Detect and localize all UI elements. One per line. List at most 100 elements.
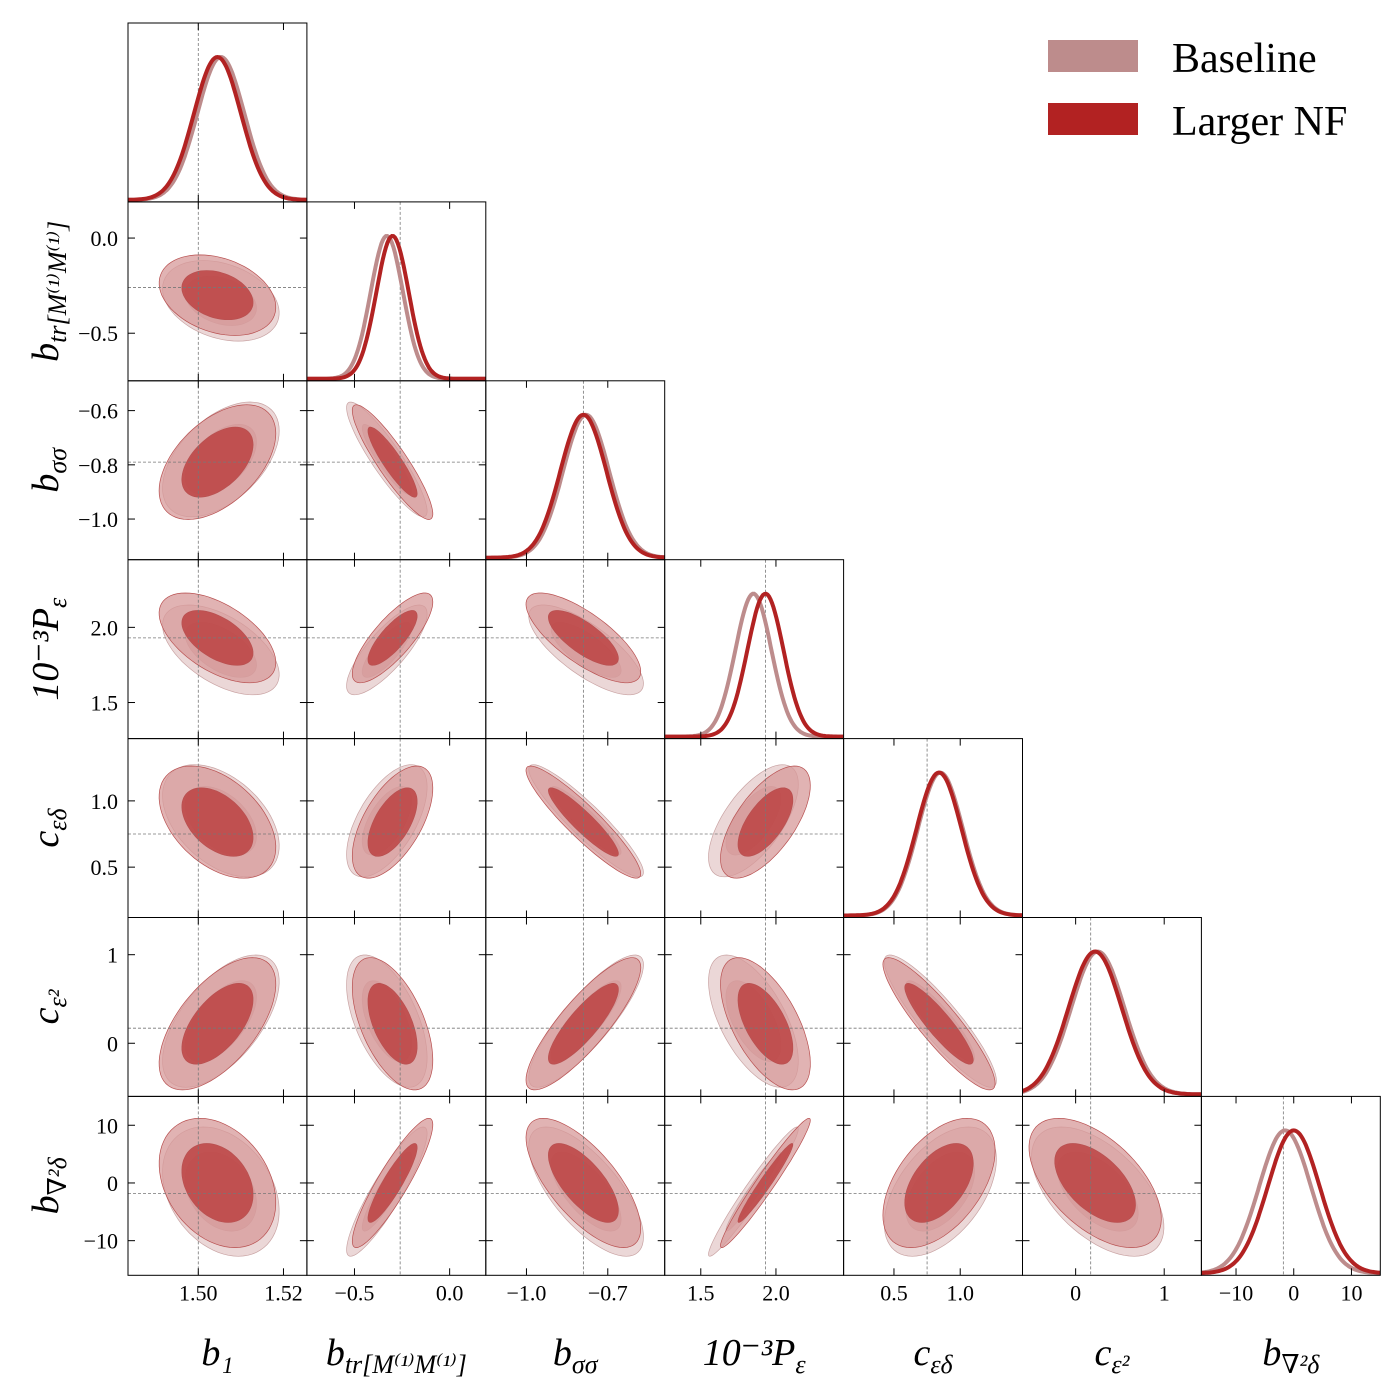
- contour-larger-nf-1sigma: [181, 983, 254, 1065]
- legend-swatch-baseline: [1048, 40, 1138, 72]
- contour-larger-nf-1sigma: [367, 983, 418, 1065]
- y-tick-label-bl2d: 10: [96, 1113, 118, 1138]
- x-tick-label-bss: −1.0: [506, 1280, 546, 1305]
- panel-ce2-vs-ce2: [1022, 917, 1202, 1097]
- marginal-larger-nf: [1022, 949, 1202, 1097]
- y-tick-label-ced: 0.5: [91, 855, 119, 880]
- x-axis-label-ce2: cε²: [1094, 1332, 1130, 1379]
- contour-larger-nf-1sigma: [904, 1143, 974, 1223]
- panel-peps-vs-btr: [306, 559, 487, 740]
- x-axis-label-peps: 10⁻³Pε: [703, 1332, 807, 1379]
- contour-larger-nf-1sigma: [181, 426, 254, 498]
- x-axis-label-b1: b₁: [201, 1332, 233, 1374]
- x-axis-label-ced: cεδ: [913, 1332, 953, 1379]
- contour-larger-nf-1sigma: [181, 270, 254, 321]
- marginal-larger-nf: [664, 591, 844, 739]
- panel-btr-vs-b1: 0.0 −0.5: [78, 201, 308, 382]
- x-tick-label-btr: 0.0: [436, 1280, 464, 1305]
- legend-swatch-larger-nf: [1048, 103, 1138, 135]
- panel-peps-vs-peps: [664, 559, 845, 740]
- panel-frame: [485, 380, 666, 561]
- y-tick-label-btr: −0.5: [78, 321, 118, 346]
- x-tick-label-b1: 1.50: [179, 1280, 218, 1305]
- x-tick-label-ce2: 0: [1070, 1280, 1081, 1305]
- panel-ced-vs-btr: [306, 738, 487, 918]
- panel-bl2d-vs-bl2d: −10 0 10: [1200, 1095, 1381, 1305]
- legend-label-larger-nf: Larger NF: [1172, 99, 1347, 145]
- x-tick-label-ce2: 1: [1159, 1280, 1170, 1305]
- panel-ce2-vs-btr: [306, 917, 487, 1097]
- contour-larger-nf-1sigma: [181, 1143, 254, 1223]
- x-tick-label-b1: 1.52: [264, 1280, 303, 1305]
- panel-frame: [843, 738, 1023, 918]
- panel-frame: [1200, 1095, 1381, 1276]
- y-axis-label-bl2d: b∇²δ: [25, 1156, 72, 1214]
- panel-ced-vs-bss: [485, 738, 666, 918]
- panel-bl2d-vs-b1: 1.50 1.52 −10 0 10: [84, 1095, 308, 1305]
- marginal-larger-nf: [843, 770, 1023, 918]
- x-tick-label-peps: 1.5: [687, 1280, 715, 1305]
- contour-larger-nf-1sigma: [904, 983, 974, 1065]
- panel-peps-vs-b1: 2.0 1.5: [91, 559, 308, 740]
- panel-bss-vs-bss: [485, 380, 666, 561]
- panel-bl2d-vs-ced: 0.5 1.0: [843, 1095, 1023, 1305]
- panel-ce2-vs-peps: [664, 917, 845, 1097]
- panel-bl2d-vs-btr: −0.5 0.0: [306, 1095, 487, 1305]
- x-axis-label-btr: btr[M⁽¹⁾M⁽¹⁾]: [326, 1332, 467, 1379]
- y-tick-label-bss: −1.0: [78, 507, 118, 532]
- y-tick-label-bl2d: 0: [107, 1171, 118, 1196]
- y-tick-label-ce2: 1: [107, 943, 118, 968]
- legend-label-baseline: Baseline: [1172, 36, 1317, 82]
- y-axis-label-ce2: cε²: [25, 988, 72, 1024]
- panel-btr-vs-btr: [306, 201, 487, 382]
- contour-larger-nf-1sigma: [1054, 1143, 1136, 1223]
- x-tick-label-ced: 1.0: [946, 1280, 974, 1305]
- contour-larger-nf-1sigma: [548, 787, 619, 857]
- x-tick-label-btr: −0.5: [335, 1280, 375, 1305]
- y-tick-label-bss: −0.6: [78, 399, 118, 424]
- panel-bss-vs-btr: [306, 380, 487, 561]
- y-tick-label-bss: −0.8: [78, 453, 118, 478]
- x-tick-label-bl2d: 0: [1288, 1280, 1299, 1305]
- x-tick-label-ced: 0.5: [880, 1280, 908, 1305]
- y-tick-label-ce2: 0: [107, 1031, 118, 1056]
- legend: Baseline Larger NF: [1048, 36, 1347, 145]
- panel-ce2-vs-bss: [485, 917, 666, 1097]
- axis-labels-layer: b₁ btr[M⁽¹⁾M⁽¹⁾] btr[M⁽¹⁾M⁽¹⁾] bσσ bσσ 10⁻³Pε…: [25, 221, 1320, 1379]
- contour-larger-nf-1sigma: [181, 610, 254, 666]
- y-tick-label-peps: 2.0: [91, 615, 119, 640]
- panel-ced-vs-ced: [843, 738, 1023, 918]
- marginal-baseline: [1201, 1128, 1381, 1276]
- panel-peps-vs-bss: [485, 559, 666, 740]
- marginal-larger-nf: [1201, 1128, 1381, 1275]
- x-tick-label-bss: −0.7: [588, 1280, 628, 1305]
- x-axis-label-bss: bσσ: [553, 1332, 599, 1379]
- panel-ced-vs-peps: [664, 738, 845, 918]
- panel-frame: [664, 559, 845, 740]
- panel-frame: [127, 22, 308, 203]
- panel-ce2-vs-ced: [843, 917, 1023, 1097]
- y-axis-label-bss: bσσ: [25, 447, 72, 493]
- marginal-larger-nf: [485, 412, 665, 560]
- x-axis-label-bl2d: b∇²δ: [1262, 1332, 1320, 1379]
- marginal-baseline: [843, 770, 1023, 918]
- y-tick-label-ced: 1.0: [91, 789, 119, 814]
- panel-bl2d-vs-peps: 1.5 2.0: [664, 1095, 845, 1305]
- y-axis-label-ced: cεδ: [25, 808, 72, 848]
- marginal-baseline: [306, 233, 486, 381]
- y-axis-label-btr: btr[M⁽¹⁾M⁽¹⁾]: [25, 221, 72, 362]
- panel-bl2d-vs-bss: −1.0 −0.7: [485, 1095, 666, 1305]
- y-tick-label-peps: 1.5: [91, 691, 119, 716]
- y-tick-label-btr: 0.0: [91, 226, 119, 251]
- contour-larger-nf-1sigma: [367, 787, 418, 857]
- marginal-baseline: [485, 412, 665, 560]
- marginal-larger-nf: [128, 54, 307, 202]
- marginal-baseline: [128, 54, 307, 202]
- x-tick-label-peps: 2.0: [762, 1280, 790, 1305]
- panel-bss-vs-b1: −0.6 −0.8 −1.0: [78, 380, 308, 561]
- contour-larger-nf-1sigma: [737, 787, 794, 857]
- panel-ce2-vs-b1: 10: [107, 917, 308, 1097]
